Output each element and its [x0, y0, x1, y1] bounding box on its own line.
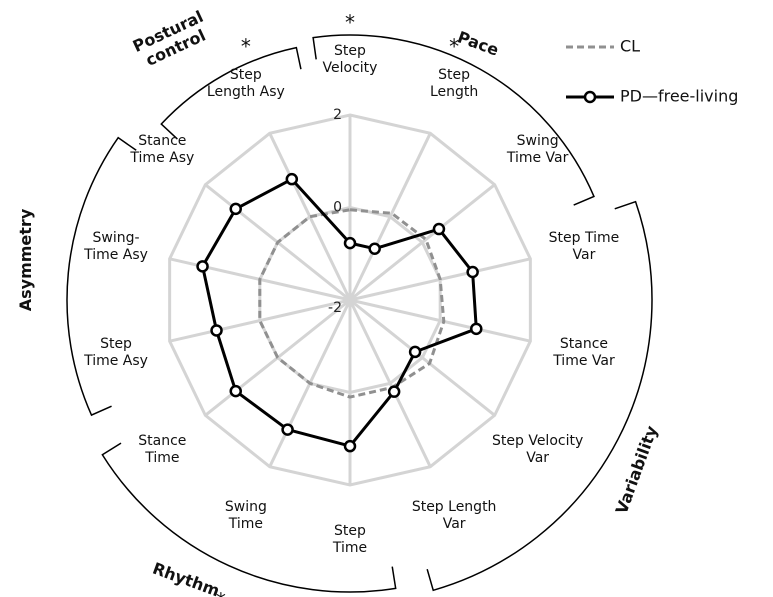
- group-bracket: [426, 200, 653, 592]
- spoke: [348, 299, 432, 468]
- group-label: Posturalcontrol: [130, 6, 214, 71]
- significance-mark: *: [345, 11, 355, 35]
- significance-mark: *: [241, 34, 251, 58]
- point: [432, 222, 446, 236]
- category-label: Step Length Var: [411, 499, 497, 533]
- significance-mark: *: [449, 34, 459, 58]
- series-line: [258, 208, 446, 399]
- category-label: Stance Time: [138, 432, 187, 466]
- point: [229, 384, 242, 398]
- point: [343, 439, 357, 453]
- legend-label: CL: [620, 37, 640, 56]
- group-label: Rhythm: [150, 558, 222, 597]
- point: [408, 345, 422, 359]
- point: [466, 265, 479, 279]
- category-label: Stance Time Asy: [130, 133, 195, 167]
- point: [368, 242, 381, 255]
- significance-mark: *: [216, 589, 226, 597]
- point: [343, 236, 357, 250]
- spoke: [349, 298, 496, 417]
- group-bracket: [101, 442, 397, 593]
- spoke: [169, 298, 351, 343]
- category-label: Step Time: [332, 523, 368, 556]
- r-tick-label: -2: [328, 300, 342, 316]
- category-label: Step Time Var: [548, 229, 620, 263]
- legend-label: PD—free-living: [620, 87, 738, 106]
- category-label: Step Time Asy: [84, 336, 148, 370]
- category-label: Stance Time Var: [553, 336, 615, 370]
- spoke: [348, 132, 432, 301]
- point: [285, 172, 299, 186]
- point: [281, 423, 294, 436]
- r-tick-label: 0: [333, 200, 342, 216]
- group-bracket: [66, 136, 137, 417]
- point: [196, 260, 209, 273]
- r-tick-label: 2: [333, 107, 342, 123]
- spoke: [349, 298, 531, 343]
- group-bracket: [312, 34, 595, 206]
- category-label: Swing Time Var: [506, 133, 569, 167]
- point: [387, 385, 401, 398]
- category-label: Swing- Time Asy: [84, 229, 148, 263]
- category-label: Step Velocity Var: [492, 432, 584, 466]
- category-label: Step Velocity: [322, 43, 378, 76]
- group-label: Asymmetry: [16, 208, 35, 311]
- category-label: Step Length: [429, 66, 479, 100]
- spoke: [349, 183, 496, 302]
- point: [470, 322, 483, 336]
- category-label: Swing Time: [224, 499, 267, 533]
- group-label: Pace: [455, 27, 502, 59]
- point: [210, 324, 223, 337]
- category-label: Step Length Asy: [206, 66, 285, 100]
- point: [229, 202, 242, 216]
- legend-marker: [583, 90, 597, 104]
- spoke: [268, 132, 352, 301]
- group-bracket: [160, 46, 302, 140]
